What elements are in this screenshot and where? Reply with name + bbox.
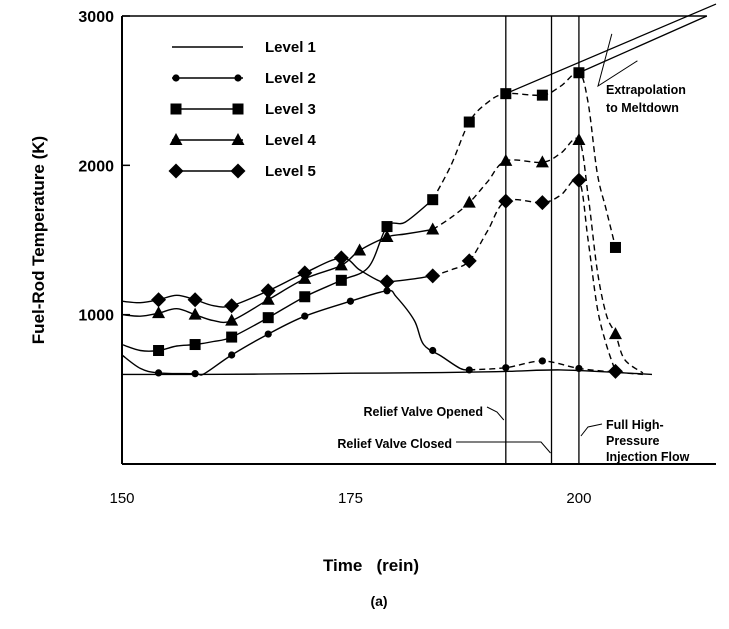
series-4-marker-8: [380, 230, 394, 243]
series-5-marker-11: [534, 195, 550, 211]
legend-label-2: Level 2: [265, 70, 316, 87]
series-5-marker-10: [498, 193, 514, 209]
event-2-leader: [456, 441, 551, 454]
series-4-marker-7: [353, 243, 367, 256]
extrapolation-label-line-1: Extrapolation: [606, 83, 686, 97]
plot-layer: 1000 2000 3000 150 175 200: [78, 3, 717, 507]
series-2-marker-12: [575, 364, 583, 373]
series-3-marker-5: [299, 291, 311, 303]
series-5-marker-1: [151, 292, 167, 308]
series-5-marker-6: [333, 250, 349, 266]
series-3-marker-13: [609, 241, 621, 253]
event-3-label-line-1: Full High-: [606, 418, 664, 432]
event-1-leader: [486, 406, 505, 421]
series-3-marker-6: [335, 274, 347, 286]
series-3-marker-7: [381, 221, 393, 233]
series-4-marker-2: [188, 307, 202, 320]
series-5-marker-12: [571, 172, 587, 188]
series-2-marker-6: [346, 297, 355, 305]
series-5-marker-8: [425, 268, 441, 284]
legend: Level 1 Level 2 Level 3 Level 4 Level 5: [168, 39, 317, 180]
series-2-marker-1: [154, 369, 163, 377]
y-tick-label: 2000: [78, 158, 114, 175]
extrapolation-leader: [597, 33, 638, 88]
series-2-marker-11: [538, 357, 546, 365]
x-tick-label: 175: [338, 490, 363, 507]
legend-marker-5a: [168, 163, 184, 179]
series-2-marker-7: [383, 287, 391, 295]
legend-label-5: Level 5: [265, 163, 316, 180]
series-4-marker-10: [462, 195, 476, 208]
series-3-marker-10: [500, 88, 512, 100]
series-5-marker-3: [224, 298, 240, 314]
series-2-marker-9: [465, 366, 473, 374]
event-3-label-line-3: Injection Flow: [606, 450, 690, 464]
event-1-label-line-1: Relief Valve Opened: [364, 405, 484, 419]
legend-label-4: Level 4: [265, 132, 317, 149]
series-4-marker-13: [572, 132, 586, 145]
series-3-marker-4: [262, 312, 274, 324]
series-5: [121, 172, 623, 379]
legend-marker-4b: [231, 133, 245, 145]
series-2-marker-10: [502, 364, 510, 372]
event-3-leader: [580, 423, 603, 437]
legend-marker-5b: [230, 163, 246, 179]
series-2-marker-4: [264, 330, 272, 338]
y-tick-label: 3000: [78, 9, 114, 26]
series-3-marker-12: [573, 67, 585, 79]
series-1-solid-line: [122, 369, 653, 376]
series-3-marker-8: [427, 194, 439, 206]
series-2-marker-2: [191, 370, 199, 378]
x-tick-label: 200: [566, 490, 591, 507]
series-3-marker-1: [153, 345, 165, 357]
series-3-marker-2: [189, 339, 201, 351]
series-2-marker-5: [301, 312, 309, 320]
figure-caption: (a): [370, 593, 387, 609]
series-1: [122, 369, 653, 376]
x-axis-label: Time (rein): [323, 556, 419, 575]
series-4-marker-3: [225, 313, 239, 326]
extrapolation-label-line-2: to Meltdown: [606, 101, 679, 115]
annotations: Extrapolation to Meltdown Relief Valve Ope…: [337, 33, 690, 464]
series-4-marker-12: [535, 155, 549, 168]
series-2-marker-3: [228, 351, 236, 359]
series-4-marker-14: [608, 327, 622, 340]
event-2-label-line-1: Relief Valve Closed: [337, 437, 452, 451]
legend-marker-3a: [170, 103, 182, 115]
series-4-marker-11: [499, 153, 513, 166]
series-5-marker-5: [297, 265, 313, 281]
series-2-solid-line: [121, 289, 470, 376]
legend-marker-4a: [169, 133, 183, 145]
series-4-marker-9: [426, 222, 440, 235]
series-3-dashed-line: [432, 71, 617, 248]
series-5-marker-2: [187, 292, 203, 308]
series-4-marker-1: [152, 306, 166, 319]
series-3-marker-11: [536, 89, 548, 101]
y-axis-label: Fuel-Rod Temperature (K): [29, 136, 48, 344]
series-2-marker-8: [429, 346, 437, 355]
series-5-marker-13: [607, 363, 623, 379]
extrapolation-line-2: [578, 15, 708, 74]
series-3-marker-3: [226, 331, 238, 343]
legend-label-1: Level 1: [265, 39, 316, 56]
series-5-dashed-line: [432, 177, 617, 372]
y-tick-label: 1000: [78, 308, 114, 325]
series-5-marker-7: [379, 274, 395, 290]
x-tick-label: 150: [109, 490, 134, 507]
legend-marker-3b: [232, 103, 244, 115]
series-4-marker-4: [261, 292, 275, 305]
series-3-marker-9: [463, 116, 475, 128]
legend-marker-2b: [234, 74, 242, 82]
series-5-marker-9: [461, 253, 477, 269]
series-4: [121, 132, 644, 374]
legend-marker-2a: [172, 74, 180, 82]
series-3: [121, 67, 621, 357]
extrapolation-line-1: [505, 3, 717, 95]
event-3-label-line-2: Pressure: [606, 434, 660, 448]
series-5-marker-4: [260, 283, 276, 299]
legend-label-3: Level 3: [265, 101, 316, 118]
